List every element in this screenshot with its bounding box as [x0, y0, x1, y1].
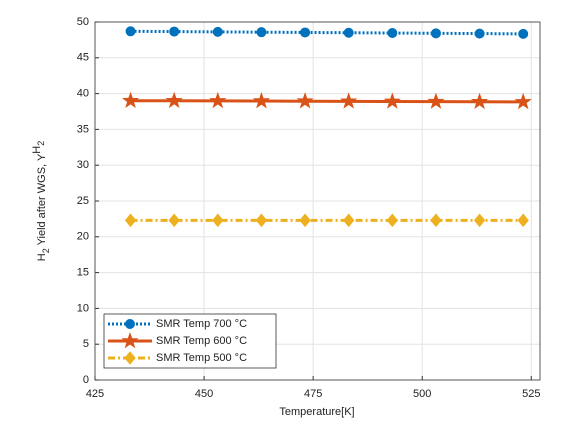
- y-axis-label-part: H: [31, 146, 43, 154]
- marker: [343, 27, 354, 38]
- marker: [473, 213, 486, 228]
- marker: [168, 213, 180, 228]
- marker: [212, 213, 224, 228]
- legend-label: SMR Temp 600 °C: [156, 335, 247, 347]
- x-tick-label: 500: [413, 388, 431, 400]
- legend-label: SMR Temp 500 °C: [156, 352, 247, 364]
- marker: [255, 213, 268, 228]
- marker: [518, 28, 529, 39]
- marker: [209, 91, 227, 109]
- marker: [514, 92, 532, 110]
- marker: [430, 213, 442, 228]
- marker: [340, 92, 358, 109]
- series-line: [130, 29, 524, 36]
- marker: [165, 91, 183, 109]
- series-line: [130, 99, 524, 104]
- y-axis-label-part: H: [36, 253, 48, 261]
- x-tick-label: 425: [86, 388, 104, 400]
- y-axis-label-part: Yield after WGS, Y: [36, 153, 48, 248]
- y-tick-label: 0: [83, 374, 89, 386]
- marker: [300, 27, 311, 38]
- y-tick-label: 30: [77, 159, 89, 171]
- marker: [430, 28, 441, 39]
- marker: [252, 92, 271, 109]
- y-tick-label: 5: [83, 338, 89, 350]
- marker: [169, 26, 180, 37]
- marker: [256, 27, 267, 38]
- y-tick-label: 20: [77, 231, 89, 243]
- x-axis-label: Temperature[K]: [279, 406, 354, 418]
- marker: [386, 213, 398, 228]
- y-tick-label: 45: [77, 52, 89, 64]
- x-tick-label: 475: [304, 388, 322, 400]
- marker: [296, 92, 314, 109]
- y-axis-label: H2 Yield after WGS, YH2: [31, 141, 51, 262]
- marker: [125, 26, 136, 37]
- y-tick-label: 50: [77, 16, 89, 28]
- y-tick-label: 25: [77, 195, 89, 207]
- marker: [517, 213, 529, 228]
- marker: [212, 26, 223, 37]
- marker: [383, 92, 401, 109]
- y-tick-label: 35: [77, 123, 89, 135]
- marker: [343, 213, 355, 228]
- marker: [470, 92, 489, 110]
- y-tick-label: 10: [77, 302, 89, 314]
- axes-box: [94, 21, 541, 381]
- marker: [121, 91, 140, 109]
- x-tick-label: 450: [195, 388, 213, 400]
- marker: [299, 213, 311, 228]
- legend-marker: [125, 319, 135, 329]
- marker: [427, 92, 445, 109]
- y-tick-label: 40: [77, 88, 89, 100]
- marker: [387, 28, 398, 39]
- x-tick-label: 525: [522, 388, 540, 400]
- legend-marker: [121, 331, 139, 349]
- legend-label: SMR Temp 700 °C: [156, 318, 247, 330]
- y-tick-label: 15: [77, 267, 89, 279]
- marker: [474, 28, 485, 39]
- legend-marker: [124, 351, 136, 365]
- y-axis-label-part: 2: [41, 248, 51, 253]
- y-axis-label-part: 2: [36, 141, 46, 146]
- marker: [124, 213, 137, 228]
